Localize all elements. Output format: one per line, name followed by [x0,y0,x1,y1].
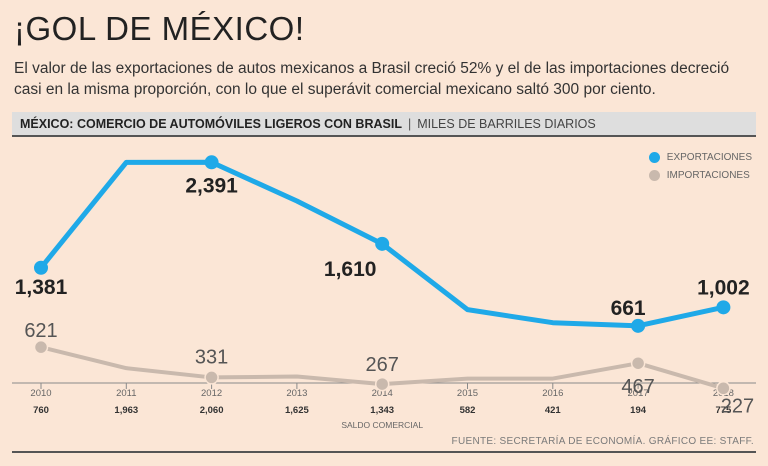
legend-imports-label: IMPORTACIONES [666,170,750,181]
x-tick-label: 2014 [372,388,393,399]
chart-unit: MILES DE BARRILES DIARIOS [417,116,596,131]
balance-value: 2,060 [200,405,224,416]
legend-exports-label: EXPORTACIONES [666,152,752,163]
subtitle: El valor de las exportaciones de autos m… [14,60,730,98]
imports-data-label: 227 [721,395,754,417]
imports-point [204,370,219,385]
imports-data-label: 621 [24,320,57,342]
exports-point [204,155,219,170]
balance-value: 760 [33,405,49,416]
chart-header-bar: MÉXICO: COMERCIO DE AUTOMÓVILES LIGEROS … [12,112,756,137]
legend-imports: IMPORTACIONES [648,170,752,181]
balance-value: 194 [630,405,647,416]
imports-point [33,339,49,355]
exports-data-label: 2,391 [185,174,238,197]
exports-data-label: 1,002 [697,276,750,299]
legend-exports: EXPORTACIONES [648,152,752,163]
header-separator: | [407,116,412,131]
imports-data-label: 331 [195,346,228,368]
chart-title: MÉXICO: COMERCIO DE AUTOMÓVILES LIGEROS … [20,116,402,131]
x-tick-label: 2010 [30,388,51,399]
x-tick-label: 2015 [457,388,478,399]
exports-point [716,300,731,315]
balance-value: 1,625 [285,405,309,416]
imports-data-label: 267 [366,354,399,376]
legend: EXPORTACIONES IMPORTACIONES [648,152,752,188]
balance-value: 421 [545,405,562,416]
exports-data-label: 1,610 [324,258,377,281]
exports-point [375,236,390,251]
imports-point [374,376,390,392]
exports-data-label: 1,381 [15,276,68,299]
x-tick-label: 2013 [286,388,307,399]
balance-value: 1,343 [370,405,394,416]
x-tick-label: 2016 [542,388,563,399]
imports-data-label: 467 [621,376,654,398]
imports-dot-icon [648,170,660,181]
exports-data-label: 661 [611,297,646,320]
balance-value: 582 [460,405,476,416]
balance-value: 775 [715,405,732,416]
x-tick-label: 2017 [628,388,649,399]
page-title: ¡GOL DE MÉXICO! [14,10,305,47]
source-note: FUENTE: SECRETARÍA DE ECONOMÍA. GRÁFICO … [451,436,754,447]
exports-point [631,318,646,333]
exports-dot-icon [648,152,660,163]
imports-point [716,381,731,396]
exports-point [34,260,48,275]
balance-label: SALDO COMERCIAL [341,420,423,430]
x-tick-label: 2011 [116,388,136,399]
imports-point [630,355,646,371]
balance-value: 1,963 [114,405,138,416]
x-tick-label: 2012 [201,388,222,399]
